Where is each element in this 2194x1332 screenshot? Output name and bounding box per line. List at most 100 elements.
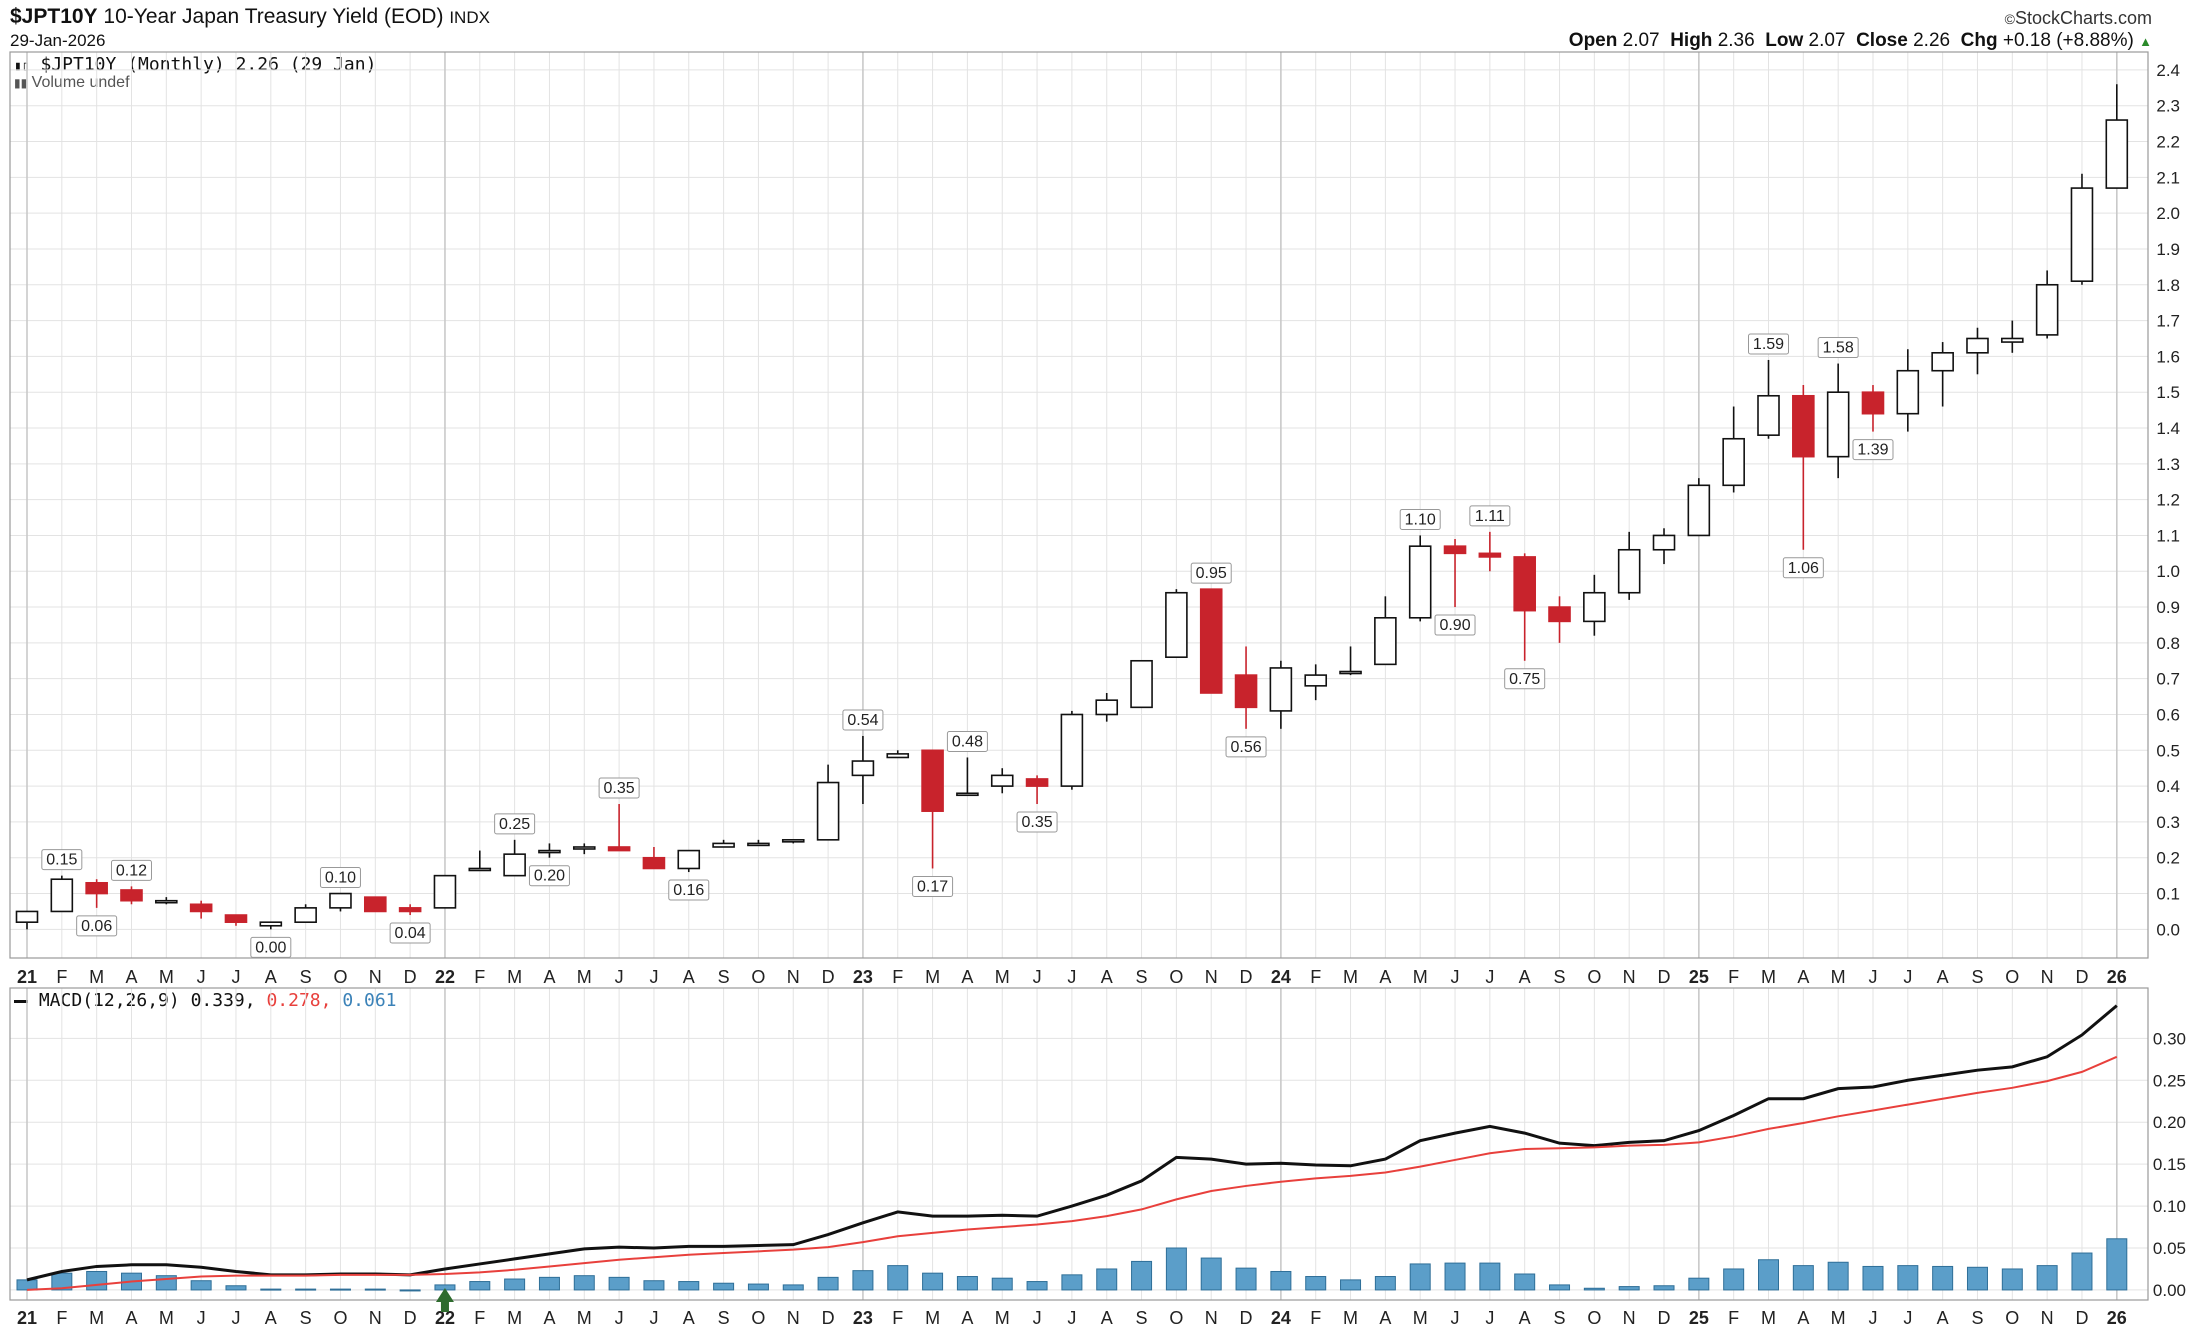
price-tick-label: 2.4 [2156,61,2180,80]
annotation-box [76,915,118,937]
candle-body [259,921,283,927]
candle-body [1269,667,1293,712]
macd-histogram-bar [747,1283,769,1291]
macd-x-tick-label: M [507,1308,522,1328]
macd-x-tick-label: 24 [1271,1308,1291,1328]
annotation-label: 0.06 [81,918,112,935]
candle-body [921,749,944,812]
candle-body [398,907,422,913]
x-tick-label: D [404,967,417,987]
price-tick-label: 0.2 [2156,849,2180,868]
price-annotation: 0.54 [842,709,884,731]
annotation-box [528,865,570,887]
annotation-box [1817,337,1859,359]
annotation-label: 0.00 [255,939,286,956]
candle-body [1652,534,1676,551]
x-tick-label: 24 [1271,967,1291,987]
x-tick-label: A [1101,967,1113,987]
annotation-label: 0.16 [673,882,704,899]
annotation-label: 1.58 [1823,340,1854,357]
x-tick-label: J [197,967,206,987]
macd-histogram-bar [956,1276,978,1291]
macd-histogram-bar [1026,1281,1048,1291]
x-tick-label: N [1205,967,1218,987]
candle-body [1966,337,1989,354]
candle-body [15,910,39,923]
x-tick-label: F [1728,967,1739,987]
chart-title: $JPT10Y 10-Year Japan Treasury Yield (EO… [10,5,490,29]
annotation-label: 0.35 [604,780,635,797]
annotation-box [912,875,954,897]
x-tick-label: J [231,967,240,987]
macd-x-tick-label: O [751,1308,765,1328]
macd-legend: MACD(12,26,9) 0.339, 0.278, 0.061 [14,990,397,1011]
macd-x-tick-label: J [1451,1308,1460,1328]
brand-watermark: ©StockCharts.com [2005,8,2152,29]
macd-x-tick-label: M [1761,1308,1776,1328]
candle-body [120,889,143,902]
macd-x-tick-label: M [89,1308,104,1328]
macd-x-tick-label: A [683,1308,695,1328]
candle-body [1199,588,1223,694]
macd-histogram-bar [1514,1273,1536,1291]
macd-histogram-bar [2071,1252,2093,1291]
macd-x-tick-label: M [1343,1308,1358,1328]
x-tick-label: A [1519,967,1531,987]
macd-histogram-bar [1165,1247,1187,1291]
annotation-label: 1.06 [1788,560,1819,577]
x-tick-label: J [1451,967,1460,987]
x-tick-label: O [333,967,347,987]
candle-body [363,896,387,913]
macd-histogram-bar [1479,1262,1501,1291]
price-tick-label: 0.5 [2156,741,2180,760]
x-tick-label: M [995,967,1010,987]
macd-x-tick-label: J [1868,1308,1877,1328]
annotation-box [1469,505,1511,527]
macd-histogram-bar [991,1277,1013,1291]
candle-body [503,853,526,877]
macd-x-tick-label: 21 [17,1308,37,1328]
macd-histogram-bar [782,1284,804,1291]
price-tick-label: 1.1 [2156,526,2180,545]
annotation-label: 0.48 [952,733,983,750]
x-tick-label: N [1623,967,1636,987]
x-tick-label: J [615,967,624,987]
candle-body [1025,778,1049,787]
candle-body [886,753,910,759]
candle-body [2105,119,2129,189]
price-annotation: 0.75 [1504,668,1546,690]
x-tick-label: A [1379,967,1391,987]
annotation-label: 0.04 [395,925,426,942]
macd-histogram-bar [225,1285,247,1291]
price-annotation: 1.59 [1748,333,1789,355]
price-annotation: 1.06 [1782,557,1824,579]
candle-body [572,846,596,850]
macd-x-tick-label: M [1831,1308,1846,1328]
x-tick-label: A [1797,967,1809,987]
macd-histogram-bar [2001,1268,2023,1291]
candle-body [329,892,352,909]
x-tick-label: A [683,967,695,987]
macd-x-tick-label: J [197,1308,206,1328]
signal-line [26,1055,2118,1291]
price-panel: 0.0 0.1 0.2 0.3 0.4 0.5 0.6 0.7 0.8 0.9 1.0 1.1 1.2 1… [9,51,2180,987]
x-tick-label: A [125,967,137,987]
annotation-box [494,813,536,835]
candle-body [224,914,248,923]
macd-x-tick-label: S [1971,1308,1983,1328]
annotation-box [1782,557,1824,579]
low-value: 2.07 [1808,30,1846,51]
annotation-box [1852,439,1894,461]
candle-body [816,781,840,841]
macd-label: MACD(12,26,9) [38,990,180,1011]
macd-histogram-bar [1340,1279,1362,1291]
macd-x-tick-label: O [1587,1308,1601,1328]
x-tick-label: M [1831,967,1846,987]
macd-histogram-bar [817,1276,839,1291]
x-tick-label: J [1067,967,1076,987]
candle-body [747,842,770,847]
open-label: Open [1568,30,1618,51]
x-tick-label: M [577,967,592,987]
annotation-label: 0.75 [1509,671,1540,688]
candle-body [1931,352,1954,372]
